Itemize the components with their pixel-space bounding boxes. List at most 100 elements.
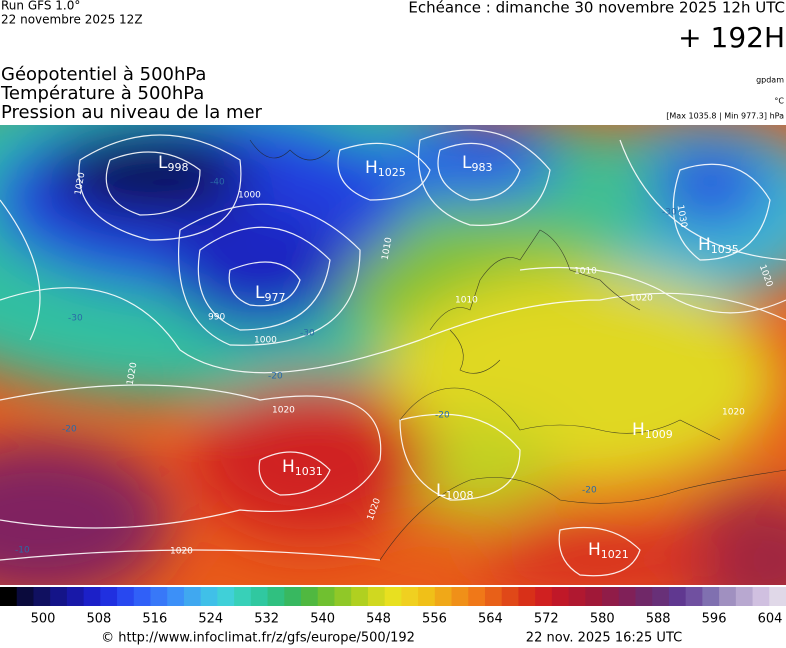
- colorbar-swatch: [284, 587, 302, 606]
- isobar-label: 1010: [381, 236, 395, 261]
- center-value: 998: [167, 161, 188, 174]
- center-value: 977: [264, 291, 285, 304]
- generated-time: 22 nov. 2025 16:25 UTC: [526, 631, 682, 646]
- colorbar-label: 532: [254, 612, 279, 627]
- isobar-label: 1010: [574, 267, 597, 277]
- colorbar-swatch: [217, 587, 235, 606]
- colorbar-swatch: [117, 587, 135, 606]
- pressure-center: L1008: [436, 481, 473, 502]
- run-label: Run GFS 1.0°: [1, 0, 80, 13]
- center-value: 1031: [295, 465, 323, 478]
- colorbar-swatch: [66, 587, 85, 606]
- isobar-label: 1000: [238, 191, 261, 201]
- center-value: 1025: [378, 166, 406, 179]
- temperature-label: -20: [268, 372, 283, 382]
- colorbar-label: 588: [646, 612, 671, 627]
- pressure-center: H1031: [282, 457, 323, 478]
- pressure-center: H1025: [365, 158, 406, 179]
- colorbar-swatch: [668, 587, 687, 606]
- colorbar-swatch: [752, 587, 770, 606]
- center-letter: L: [462, 153, 472, 173]
- colorbar-swatch: [16, 587, 34, 606]
- isobar-label: 990: [208, 313, 225, 323]
- isobar-label: 1020: [630, 294, 653, 304]
- source-url[interactable]: © http://www.infoclimat.fr/z/gfs/europe/…: [101, 631, 415, 646]
- temperature-label: -40: [210, 178, 225, 188]
- colorbar-swatch: [418, 587, 436, 606]
- colorbar-swatch: [83, 587, 101, 606]
- map: L998 H1025 L983 L977 H1035 H1031 L1008 H…: [0, 125, 786, 585]
- colorbar-swatch: [518, 587, 536, 606]
- colorbar-swatch: [234, 587, 252, 606]
- center-letter: H: [588, 540, 601, 560]
- isobar-label: 1020: [272, 406, 295, 416]
- temperature-label: -10: [15, 546, 30, 556]
- center-letter: L: [436, 481, 446, 501]
- colorbar-swatch: [535, 587, 553, 606]
- colorbar-swatch: [150, 587, 168, 606]
- unit: gpdam: [756, 76, 784, 85]
- colorbar-swatch: [769, 587, 786, 606]
- pressure-center: H1009: [632, 420, 673, 441]
- colorbar-swatch: [635, 587, 653, 606]
- colorbar-swatch: [0, 587, 18, 606]
- isobar-label: 1020: [722, 408, 745, 418]
- colorbar-swatch: [484, 587, 503, 606]
- colorbar-swatch: [33, 587, 51, 606]
- colorbar-swatch: [183, 587, 202, 606]
- echeance: Echéance : dimanche 30 novembre 2025 12h…: [408, 0, 785, 17]
- pressure-center: L977: [255, 283, 285, 304]
- colorbar-swatch: [50, 587, 68, 606]
- colorbar-swatch: [367, 587, 386, 606]
- colorbar-label: 500: [31, 612, 56, 627]
- colorbar-label: 516: [142, 612, 167, 627]
- temperature-label: -20: [435, 411, 450, 421]
- field-title: Pression au niveau de la mer: [1, 102, 263, 123]
- temperature-label: -30: [68, 314, 83, 324]
- field-title: Température à 500hPa: [0, 83, 204, 104]
- pressure-center: H1021: [588, 540, 629, 561]
- pressure-center: L983: [462, 153, 492, 174]
- temperature-label: -30: [662, 208, 677, 218]
- colorbar-swatch: [602, 587, 620, 606]
- colorbar-label: 556: [422, 612, 447, 627]
- colorbar-swatch: [200, 587, 218, 606]
- colorbar-swatch: [301, 587, 319, 606]
- colorbar-swatch: [100, 587, 118, 606]
- colorbar-swatch: [501, 587, 519, 606]
- colorbar-swatch: [434, 587, 453, 606]
- colorbar-swatch: [401, 587, 419, 606]
- colorbar-label: 604: [758, 612, 783, 627]
- colorbar-label: 508: [87, 612, 112, 627]
- isobar-label: 1000: [254, 336, 277, 346]
- center-letter: L: [158, 153, 168, 173]
- pressure-center: L998: [158, 153, 188, 174]
- colorbar-swatch: [618, 587, 636, 606]
- colorbar-label: 572: [534, 612, 559, 627]
- colorbar-swatch: [167, 587, 185, 606]
- center-value: 1021: [601, 548, 629, 561]
- colorbar-swatch: [317, 587, 335, 606]
- center-letter: H: [365, 158, 378, 178]
- field-title: Géopotentiel à 500hPa: [1, 64, 206, 85]
- lead-time: + 192H: [678, 21, 785, 54]
- colorbar-swatch: [267, 587, 285, 606]
- pressure-center: H1035: [698, 235, 739, 256]
- run-date: 22 novembre 2025 12Z: [1, 13, 143, 27]
- temperature-label: -20: [582, 486, 597, 496]
- colorbar-swatch: [451, 587, 469, 606]
- center-letter: H: [632, 420, 645, 440]
- colorbar-swatch: [468, 587, 486, 606]
- colorbar: [0, 587, 786, 606]
- colorbar-swatch: [702, 587, 720, 606]
- colorbar-swatch: [384, 587, 402, 606]
- colorbar-swatch: [719, 587, 737, 606]
- colorbar-swatch: [652, 587, 670, 606]
- colorbar-swatch: [735, 587, 754, 606]
- colorbar-swatch: [585, 587, 603, 606]
- isobar-label: 1030: [675, 204, 689, 229]
- temperature-label: -30: [300, 329, 315, 339]
- colorbar-swatch: [351, 587, 369, 606]
- isobar-label: 1010: [455, 296, 478, 306]
- isobar-label: 1020: [170, 547, 193, 557]
